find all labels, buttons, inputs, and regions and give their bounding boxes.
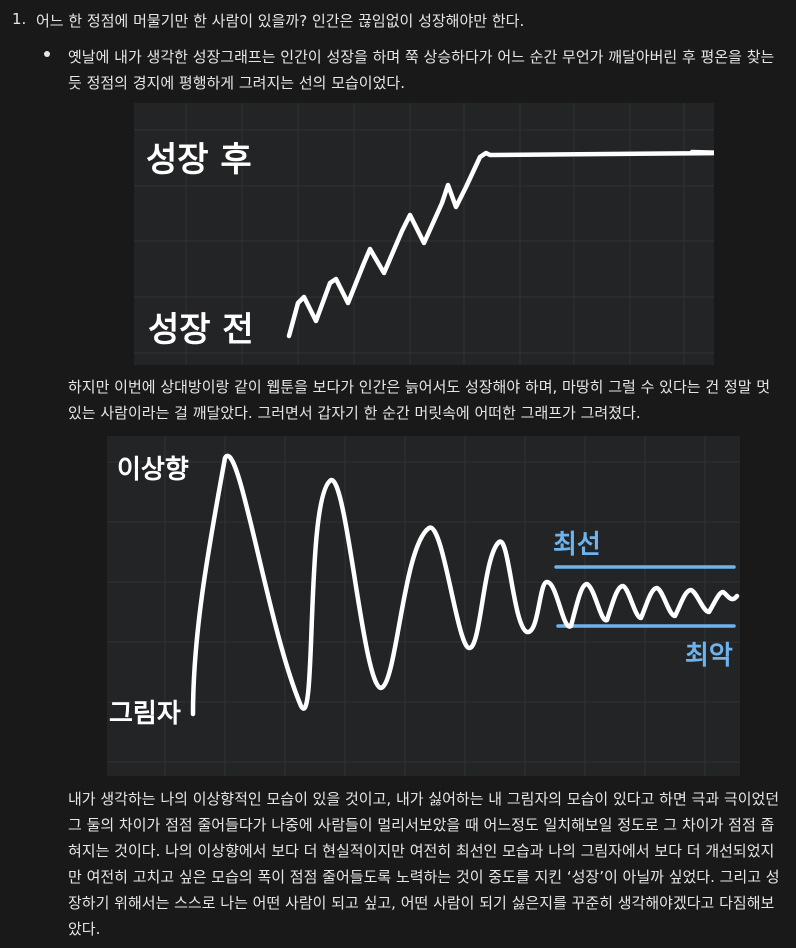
sketch-grid — [134, 103, 714, 365]
label-after-growth: 성장 후 — [146, 140, 252, 180]
label-ideal: 이상향 — [117, 455, 189, 485]
label-shadow: 그림자 — [109, 699, 181, 729]
list-number: 1. — [12, 10, 27, 28]
label-before-growth: 성장 전 — [148, 310, 254, 350]
paragraph-3: 내가 생각하는 나의 이상향적인 모습이 있을 것이고, 내가 싫어하는 내 그… — [68, 790, 780, 938]
bullet-dot — [44, 51, 50, 57]
label-worst: 최악 — [685, 641, 733, 671]
label-best: 최선 — [553, 530, 601, 560]
bullet-text: 옛날에 내가 생각한 성장그래프는 인간이 성장을 하며 쭉 상승하다가 어느 … — [68, 48, 775, 92]
oscillation-curve — [190, 453, 740, 717]
growth-curve — [286, 149, 714, 339]
paragraph-2: 하지만 이번에 상대방이랑 같이 웹툰을 보다가 인간은 늙어서도 성장해야 하… — [68, 378, 771, 422]
growth-sketch-image: 성장 후 성장 전 — [134, 103, 714, 365]
list-heading: 어느 한 정점에 머물기만 한 사람이 있을까? 인간은 끊임없이 성장해야만 … — [36, 12, 525, 30]
oscillation-sketch-image: 이상향 그림자 최선 최악 — [107, 436, 740, 776]
